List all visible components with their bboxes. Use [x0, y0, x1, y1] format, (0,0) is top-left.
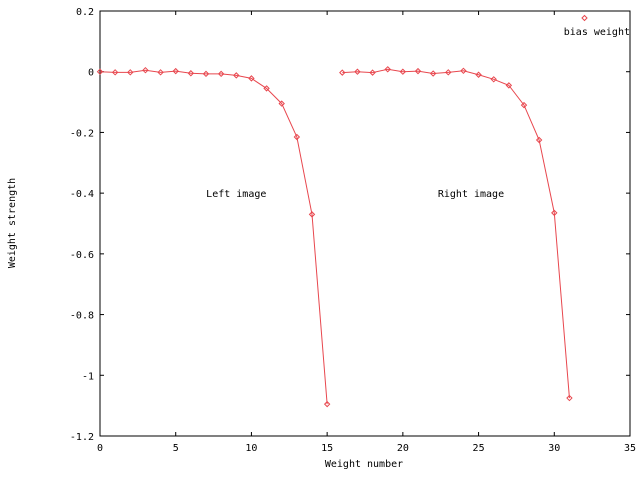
- data-point: [566, 394, 573, 402]
- data-point: [490, 76, 497, 83]
- data-point: [354, 68, 361, 75]
- data-point: [520, 101, 528, 109]
- x-tick-label: 25: [473, 443, 485, 454]
- data-point: [127, 69, 134, 76]
- y-tick-label: -0.2: [70, 128, 94, 139]
- y-tick-label: -0.6: [70, 250, 94, 261]
- data-point: [429, 70, 437, 77]
- data-point: [217, 70, 225, 78]
- x-tick-label: 10: [245, 443, 257, 454]
- data-point: [293, 133, 301, 141]
- legend: bias weight: [564, 14, 630, 38]
- data-point: [263, 85, 270, 92]
- annotation-label: Left image: [206, 189, 266, 200]
- series-line-right: [342, 68, 570, 399]
- data-point: [551, 209, 558, 217]
- data-point: [278, 100, 285, 107]
- x-tick-label: 15: [321, 443, 333, 454]
- series-line-left: [99, 69, 328, 405]
- y-tick-label: -0.8: [70, 311, 94, 322]
- x-tick-label: 30: [548, 443, 560, 454]
- y-tick-label: 0.2: [76, 7, 94, 18]
- x-tick-label: 35: [624, 443, 636, 454]
- data-point: [399, 68, 407, 75]
- x-tick-label: 0: [97, 443, 103, 454]
- y-tick-label: -1.2: [70, 432, 94, 443]
- x-tick-label: 5: [173, 443, 179, 454]
- annotation-label: Right image: [438, 189, 504, 200]
- plot-border: [99, 10, 631, 437]
- data-point: [96, 68, 104, 75]
- x-axis-label: Weight number: [325, 459, 403, 470]
- data-point: [202, 70, 210, 78]
- y-tick-label: 0: [88, 68, 94, 79]
- y-axis-label: Weight strength: [7, 178, 18, 268]
- x-tick-label: 20: [397, 443, 409, 454]
- data-point: [460, 67, 467, 75]
- data-point: [157, 69, 164, 76]
- data-point: [187, 70, 195, 77]
- data-point: [505, 82, 513, 89]
- data-point: [339, 69, 346, 76]
- data-point: [414, 67, 422, 75]
- data-point: [323, 400, 331, 408]
- legend-label: bias weight: [564, 27, 630, 38]
- data-point: [475, 71, 482, 78]
- data-point: [233, 72, 240, 79]
- data-point: [384, 66, 391, 73]
- data-point: [308, 211, 316, 218]
- data-point: [111, 69, 119, 76]
- data-point: [142, 66, 149, 74]
- y-tick-label: -1: [82, 371, 94, 382]
- data-point: [535, 136, 543, 144]
- y-tick-label: -0.4: [70, 189, 94, 200]
- data-point: [172, 67, 179, 75]
- data-point: [445, 69, 452, 76]
- legend-marker: [581, 14, 588, 22]
- data-point: [369, 69, 376, 76]
- data-point: [248, 75, 255, 82]
